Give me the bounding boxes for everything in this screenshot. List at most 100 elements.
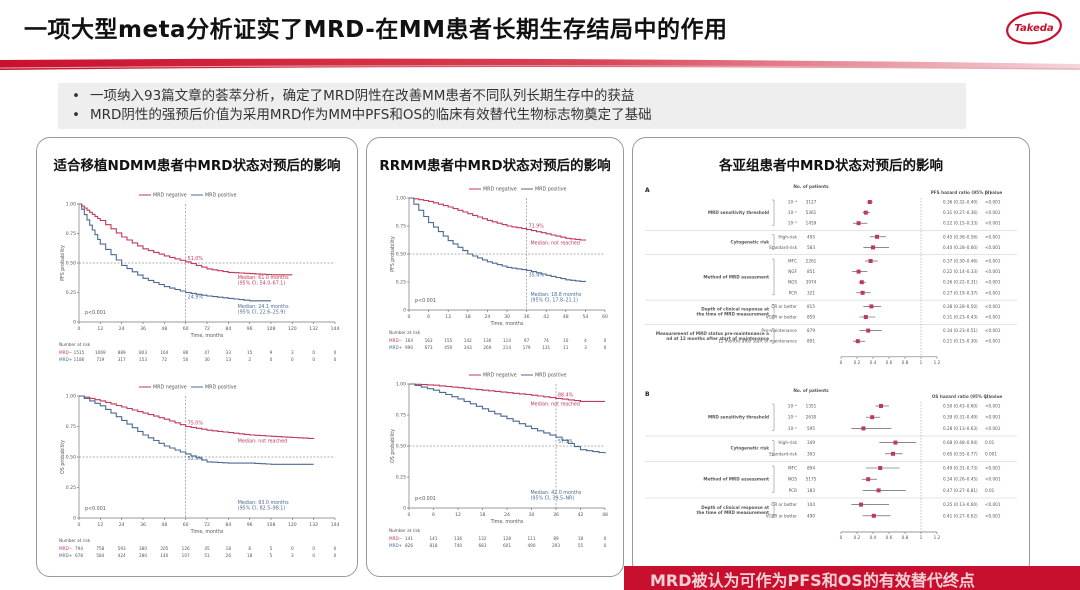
risk-positive-value: 990 [405,345,413,350]
forest-x-tick-label: 1.2 [934,535,941,540]
risk-positive-value: 18 [247,553,253,558]
forest-hr-text: 0.34 (0.26–0.45) [943,477,978,482]
forest-p: <0.001 [985,315,1001,320]
forest-subgroup: PCR [789,488,797,493]
risk-negative-label: MRD− [389,338,403,343]
x-tick-label: 132 [309,326,318,332]
y-tick-label: 0.25 [66,485,76,491]
forest-point [866,328,871,333]
logo-text: Takeda [1014,23,1054,34]
risk-positive-value: 13 [226,357,232,362]
forest-hr-text: 0.26 (0.22–0.31) [943,280,978,285]
x-tick-label: 36 [140,522,146,528]
forest-subgroup: CR or better [771,304,797,309]
x-tick-label: 42 [543,314,549,320]
risk-positive-value: 131 [542,345,550,350]
negative-median: Median: 61.0 months [238,275,289,281]
risk-negative-value: 803 [139,350,147,355]
risk-positive-value: 153 [139,357,147,362]
positive-median: Median: 18.8 months [531,292,582,298]
risk-positive-label: MRD+ [59,553,73,558]
forest-n: 595 [807,426,815,431]
risk-positive-value: 0 [312,357,315,362]
x-tick-label: 96 [247,326,253,332]
positive-median: Median: 42.0 months [531,490,582,496]
col-p-header: p value [985,190,1002,195]
risk-positive-value: 0 [334,357,337,362]
risk-positive-value: 1186 [74,357,85,362]
positive-ci: (95% CI, 82.5–98.1) [238,506,286,512]
y-tick-label: 0.50 [66,455,76,461]
x-tick-label: 54 [582,314,588,320]
p-value: p<0.001 [85,506,106,512]
ndmm-os-chart: MRD negative MRD positive 1.00 0.75 0.50 0.25… [59,385,339,559]
forest-hr-text: 0.34 (0.23–0.51) [943,328,978,333]
risk-negative-value: 18 [226,546,232,551]
forest-n: 104 [807,502,815,507]
forest-n: 1459 [806,221,817,226]
x-axis-label: Time, months [190,529,224,535]
risk-negative-value: 86 [183,350,189,355]
panel-subgroup-title: 各亚组患者中MRD状态对预后的影响 [718,158,944,174]
risk-positive-value: 740 [454,543,462,548]
risk-positive-value: 584 [96,553,104,558]
risk-positive-value: 0 [604,543,607,548]
risk-positive-value: 107 [182,553,190,558]
x-tick-label: 18 [480,512,486,518]
risk-positive-value: 0 [312,553,315,558]
risk-positive-value: 3 [291,553,294,558]
risk-negative-value: 45 [204,546,210,551]
forest-x-tick-label: 0.6 [886,360,893,365]
legend-positive-label: MRD positive [535,373,567,379]
forest-os-chart: B No. of patients OS hazard ratio (95% CI)… [645,388,1017,540]
risk-negative-value: 0 [312,546,315,551]
forest-hr-text: 0.47 (0.27–0.81) [943,488,978,493]
forest-n: 495 [807,234,815,239]
negative-ci: (95% CI, 54.0–67.1) [238,280,286,286]
risk-negative-value: 89 [553,536,559,541]
y-tick-label: 0 [403,308,406,314]
mrd-positive-curve [79,395,314,465]
x-tick-label: 0 [78,326,81,332]
forest-hr-text: 0.21 (0.15–0.30) [943,339,978,344]
risk-positive-value: 0 [291,357,294,362]
positive-ci: (95% CI, 17.8–21.1) [531,298,579,304]
forest-n: 879 [807,328,815,333]
forest-subgroup: High-risk [778,440,797,445]
y-axis-label: OS probability [390,429,396,463]
x-tick-label: 144 [331,326,340,332]
x-tick-label: 72 [204,326,210,332]
forest-point [855,339,860,344]
forest-p: 0.01 [985,488,995,493]
bullet-2: MRD阴性的强预后价值为采用MRD作为MM中PFS和OS的临床有效替代生物标志物… [72,106,952,125]
risk-negative-value: 9 [270,350,273,355]
risk-positive-value: 343 [464,345,472,350]
forest-group-name: Depth of clinical response at [701,307,769,312]
group-bracket [772,304,775,320]
x-tick-label: 48 [563,314,569,320]
x-tick-label: 48 [602,512,608,518]
forest-p: <0.001 [985,280,1001,285]
positive-median: Median: 93.0 months [238,500,289,506]
x-tick-label: 48 [161,522,167,528]
p-value: p<0.001 [415,496,436,502]
forest-group-name: Method of MRD assessment [703,274,769,279]
y-tick-label: 0.75 [66,231,76,237]
risk-negative-value: 74 [544,338,550,343]
risk-positive-label: MRD+ [59,357,73,362]
forest-n: 490 [807,513,815,518]
forest-p: <0.001 [985,221,1001,226]
y-tick-label: 0.75 [66,424,76,430]
header-accent-bar [0,58,1080,70]
y-tick-label: 0.75 [396,224,406,230]
group-bracket [772,328,775,344]
panel-ndmm-title: 适合移植NDMM患者中MRD状态对预后的影响 [53,158,341,174]
slide-title: 一项大型meta分析证实了MRD-在MM患者长期生存结局中的作用 [24,17,728,43]
negative-landmark-pct: 88.4% [558,392,574,398]
y-tick-label: 1.00 [66,202,76,208]
risk-negative-value: 97 [524,338,530,343]
positive-landmark-pct: 57.1% [558,439,574,445]
risk-positive-label: MRD+ [389,345,403,350]
risk-negative-value: 164 [405,338,413,343]
risk-negative-value: 33 [226,350,232,355]
